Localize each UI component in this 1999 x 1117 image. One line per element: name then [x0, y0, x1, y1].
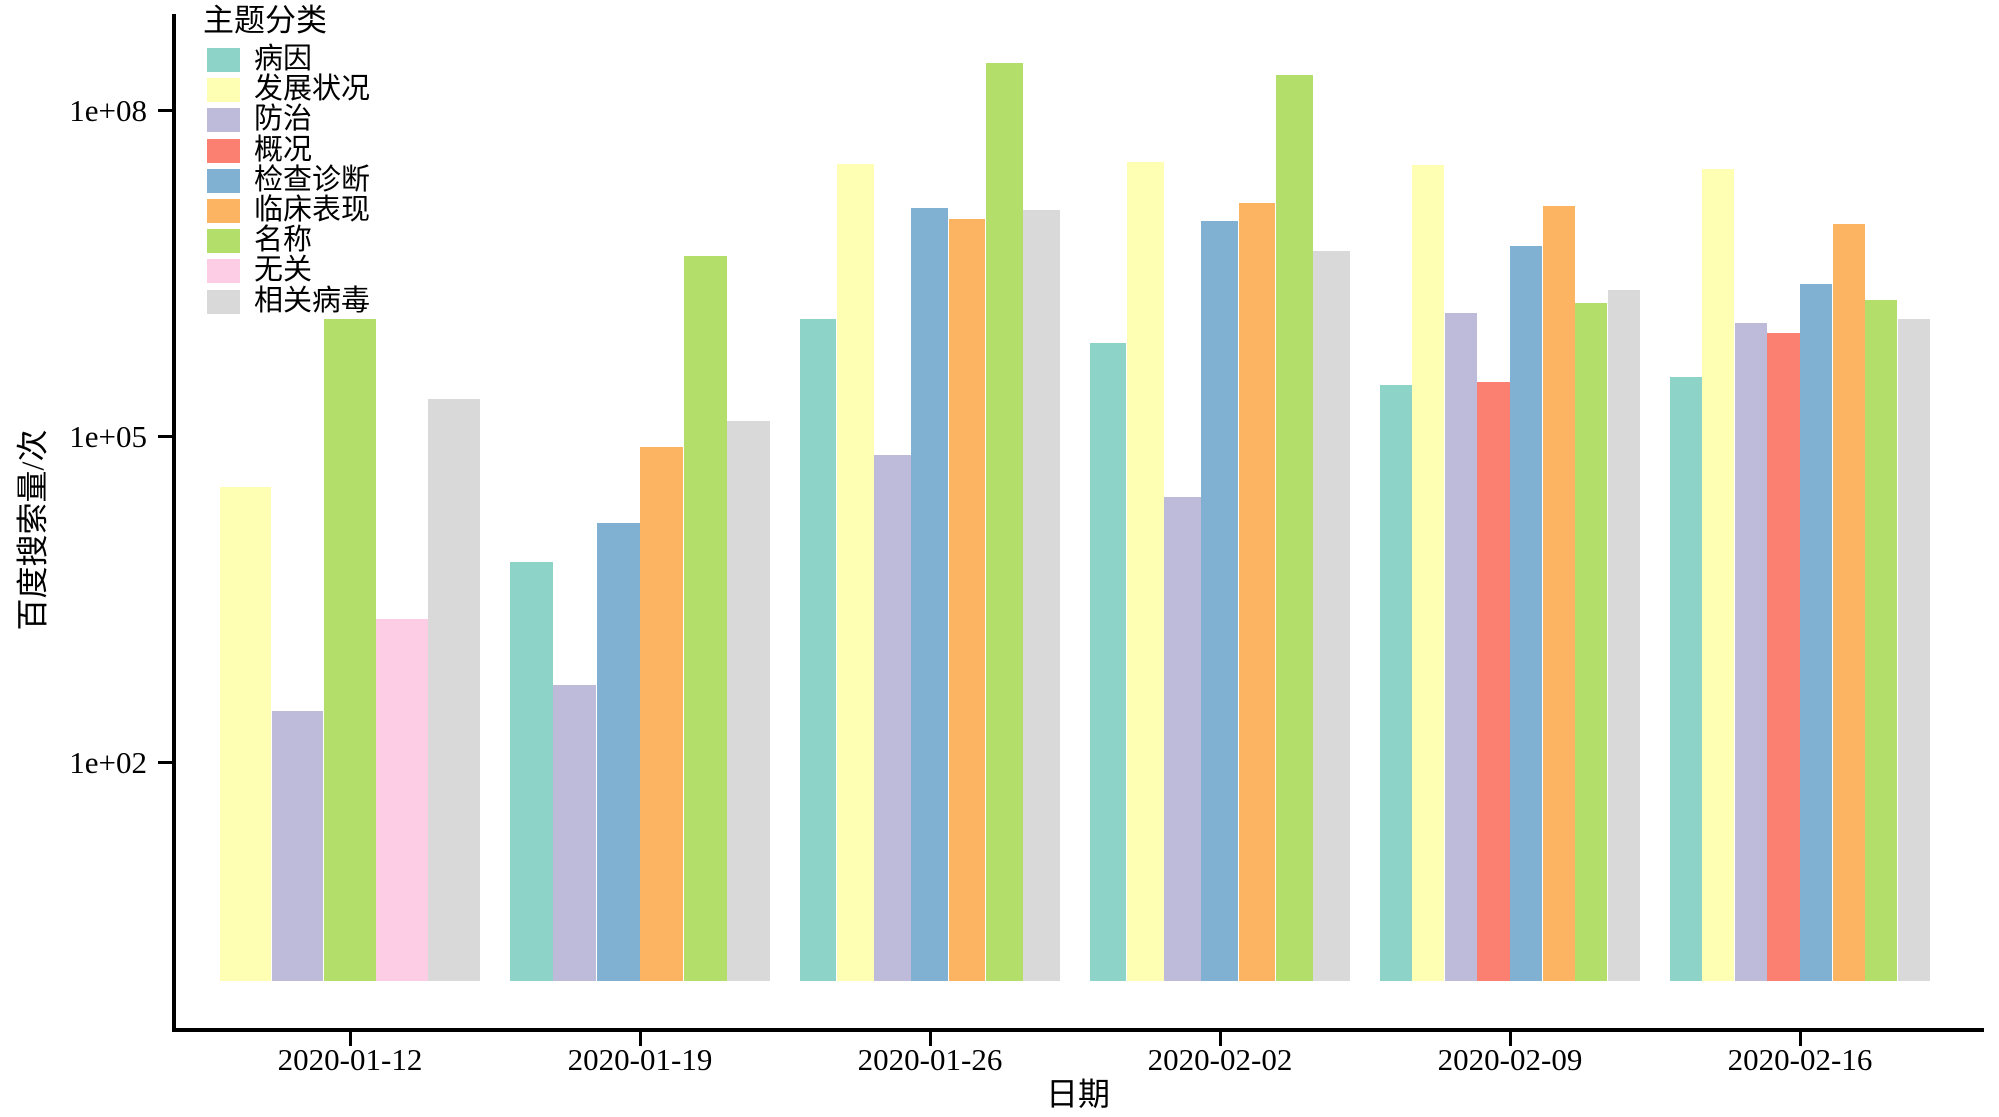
bar-2020-02-02-病因	[1089, 343, 1127, 981]
bar-2020-01-26-发展状况	[836, 163, 874, 981]
bar-2020-01-19-名称	[683, 255, 727, 981]
bar-2020-02-16-防治	[1734, 323, 1767, 981]
bar-2020-01-26-相关病毒	[1023, 210, 1060, 981]
bar-2020-02-16-发展状况	[1702, 168, 1735, 981]
x-tick-label-2: 2020-01-26	[857, 1042, 1003, 1077]
x-tick-mark-4	[1508, 1032, 1512, 1046]
y-tick-label-1: 1e+05	[69, 418, 147, 454]
y-tick-label-0: 1e+08	[69, 92, 147, 128]
bar-2020-02-16-相关病毒	[1897, 319, 1930, 981]
y-tick-label-2: 1e+02	[69, 745, 147, 781]
bar-2020-02-16-病因	[1669, 377, 1702, 981]
legend-swatch-防治	[207, 108, 240, 133]
legend-label-相关病毒: 相关病毒	[254, 284, 371, 317]
legend-label-概况: 概况	[254, 133, 313, 166]
bar-2020-01-19-检查诊断	[596, 523, 640, 981]
bar-2020-02-02-检查诊断	[1201, 221, 1239, 981]
x-tick-label-0: 2020-01-12	[277, 1042, 423, 1077]
bar-2020-02-09-防治	[1444, 313, 1477, 981]
x-tick-label-1: 2020-01-19	[567, 1042, 713, 1077]
bar-2020-02-16-临床表现	[1832, 223, 1865, 981]
bar-2020-01-12-相关病毒	[428, 399, 480, 981]
legend-label-无关: 无关	[254, 254, 313, 287]
legend-label-病因: 病因	[254, 43, 313, 75]
legend-swatch-概况	[207, 138, 240, 163]
legend-title: 主题分类	[203, 3, 327, 38]
bar-2020-02-16-名称	[1865, 299, 1898, 981]
legend-swatch-名称	[207, 229, 240, 254]
x-axis-line	[172, 1028, 1984, 1032]
y-axis-title-wrap: 百度搜索量/次	[14, 0, 50, 1060]
x-tick-mark-0	[348, 1032, 352, 1046]
x-tick-mark-2	[928, 1032, 932, 1046]
bar-2020-01-26-检查诊断	[911, 208, 949, 981]
bar-2020-02-16-检查诊断	[1800, 284, 1833, 981]
bar-2020-02-09-临床表现	[1542, 206, 1575, 981]
bar-2020-02-09-相关病毒	[1607, 290, 1640, 981]
bar-2020-01-19-临床表现	[640, 447, 683, 981]
bar-2020-02-02-发展状况	[1126, 162, 1164, 981]
y-axis-title: 百度搜索量/次	[14, 429, 50, 631]
bar-2020-01-26-防治	[874, 454, 911, 981]
y-axis-line	[172, 14, 176, 1032]
bar-2020-01-12-名称	[323, 319, 376, 981]
legend-swatch-病因	[207, 48, 240, 72]
bar-2020-02-16-概况	[1767, 332, 1800, 981]
x-tick-mark-3	[1218, 1032, 1222, 1046]
bar-2020-02-02-名称	[1275, 74, 1313, 981]
legend-label-名称: 名称	[254, 224, 313, 257]
y-tick-mark-2	[158, 761, 172, 765]
bar-2020-02-09-病因	[1379, 384, 1412, 981]
bar-2020-01-12-发展状况	[219, 487, 272, 981]
bar-2020-02-02-临床表现	[1238, 202, 1276, 981]
bar-2020-02-09-名称	[1575, 302, 1608, 981]
bar-2020-02-02-防治	[1164, 496, 1201, 981]
x-tick-mark-5	[1798, 1032, 1802, 1046]
bar-2020-01-19-病因	[509, 562, 553, 981]
x-tick-label-5: 2020-02-16	[1727, 1042, 1873, 1077]
legend-swatch-检查诊断	[207, 168, 240, 193]
bar-2020-01-12-防治	[271, 711, 324, 981]
legend: 主题分类 病因 发展状况 防治 概况 检查诊断 临床表现 名称 无关 相关病毒	[203, 2, 370, 315]
legend-swatch-无关	[207, 259, 240, 284]
legend-label-检查诊断: 检查诊断	[254, 163, 371, 196]
legend-swatch-发展状况	[207, 78, 240, 103]
bar-2020-01-19-相关病毒	[727, 420, 770, 981]
bar-2020-01-26-临床表现	[948, 218, 986, 981]
bar-2020-01-12-无关	[376, 619, 428, 981]
legend-label-防治: 防治	[254, 103, 313, 136]
y-tick-mark-0	[158, 108, 172, 112]
bar-2020-02-09-概况	[1477, 381, 1510, 981]
bar-2020-02-09-检查诊断	[1510, 246, 1543, 981]
legend-swatch-临床表现	[207, 199, 240, 223]
x-tick-label-4: 2020-02-09	[1437, 1042, 1583, 1077]
x-tick-mark-1	[638, 1032, 642, 1046]
bar-2020-02-09-发展状况	[1412, 165, 1445, 981]
bar-2020-01-26-名称	[985, 63, 1023, 981]
legend-label-发展状况: 发展状况	[254, 73, 371, 106]
bar-2020-01-26-病因	[799, 319, 837, 981]
legend-label-临床表现: 临床表现	[254, 194, 371, 226]
y-tick-mark-1	[158, 434, 172, 438]
bar-2020-02-02-相关病毒	[1313, 250, 1350, 981]
x-axis-title: 日期	[1045, 1076, 1110, 1112]
x-tick-label-3: 2020-02-02	[1147, 1042, 1293, 1077]
legend-swatch-相关病毒	[207, 289, 240, 314]
bar-2020-01-19-防治	[553, 685, 596, 981]
